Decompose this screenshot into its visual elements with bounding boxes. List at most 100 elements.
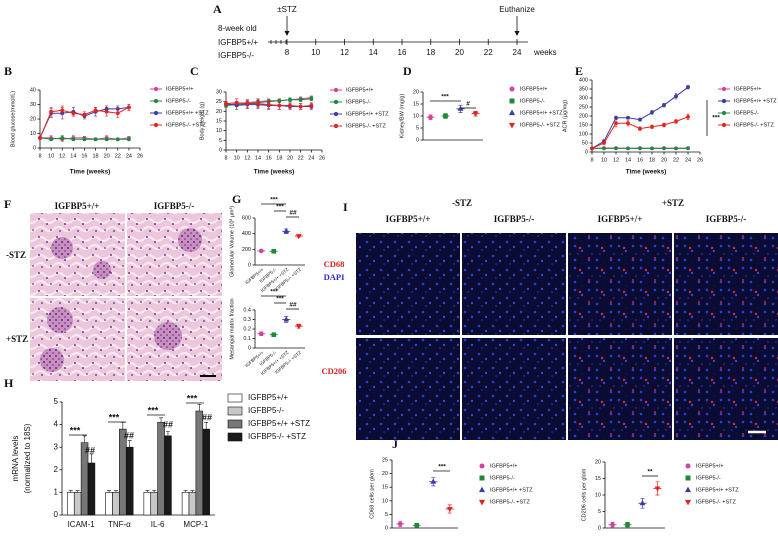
y-tick-label: 5 — [54, 397, 59, 406]
he-image — [127, 213, 222, 296]
week-label: 24 — [513, 48, 522, 57]
y-axis-label: ACR (μg/mg) — [562, 100, 568, 132]
bar — [164, 435, 172, 516]
marker — [295, 324, 302, 330]
significance-label: *** — [109, 412, 120, 422]
panel-label: F — [4, 197, 11, 211]
marker — [443, 113, 448, 119]
y-tick-label: 10 — [216, 128, 222, 134]
y-axis-label: (normalized to 18S) — [23, 423, 32, 493]
column-label: IGFBP5+/+ — [386, 214, 431, 224]
condition-label: +STZ — [662, 198, 684, 208]
error-bar — [197, 403, 202, 412]
y-tick-label: 0 — [219, 147, 222, 153]
row-label: +STZ — [6, 334, 28, 344]
error-bar — [107, 490, 112, 493]
legend-label: IGFBP5-/- +STZ — [248, 432, 306, 441]
x-tick-label: 14 — [70, 153, 76, 159]
marker — [610, 522, 615, 528]
y-tick-label: 20 — [216, 109, 222, 115]
week-label: 10 — [311, 48, 320, 57]
marker — [333, 123, 339, 129]
x-tick-label: 14 — [625, 157, 631, 163]
if-image — [356, 233, 460, 335]
marker — [283, 316, 290, 322]
significance-label: # — [466, 101, 470, 108]
error-bar — [68, 490, 73, 493]
glomerulus — [40, 348, 64, 372]
y-tick-label: 20 — [382, 471, 388, 477]
x-tick-label: 10 — [234, 155, 240, 161]
legend-swatch — [227, 406, 243, 416]
panel-label: J — [392, 437, 398, 451]
y-tick-label: 400 — [579, 77, 588, 83]
panel-label: D — [403, 64, 412, 78]
x-tick-label: 8 — [224, 155, 227, 161]
marker — [638, 117, 642, 122]
error-bar — [113, 490, 118, 493]
column-label: IGFBP5-/- — [154, 201, 195, 211]
legend-label: IGFBP5+/+ — [346, 87, 374, 93]
bar — [195, 410, 204, 516]
error-bar — [190, 490, 195, 493]
marker — [684, 486, 692, 493]
legend-swatch — [227, 432, 243, 442]
marker — [478, 499, 486, 506]
y-tick-label: 0 — [33, 145, 36, 151]
marker — [271, 248, 277, 254]
y-tick-label: 15 — [216, 118, 222, 124]
x-tick-label: 20 — [104, 153, 110, 159]
marker — [508, 109, 516, 116]
x-tick-label: 8 — [38, 153, 41, 159]
y-tick-label: 25 — [382, 457, 388, 463]
cohort: 8-week old — [218, 24, 257, 33]
marker — [60, 135, 65, 140]
legend-label: IGFBP5-/- — [248, 406, 284, 415]
arrow-head — [284, 31, 290, 36]
legend-label: IGFBP5+/+ +STZ — [248, 419, 310, 428]
marker — [38, 135, 42, 140]
glomerulus — [93, 261, 111, 279]
marker — [309, 103, 314, 108]
marker — [71, 137, 76, 142]
marker — [639, 500, 646, 506]
error-bar — [165, 431, 170, 436]
marker — [153, 98, 159, 104]
group: IGFBP5+/+ — [218, 38, 258, 47]
marker — [104, 109, 109, 114]
marker — [271, 332, 277, 337]
histology-images — [30, 213, 222, 381]
marker — [288, 103, 292, 108]
y-tick-label: 4 — [54, 420, 59, 429]
group: IGFBP5-/- — [218, 51, 254, 60]
marker — [662, 146, 666, 151]
marker — [49, 137, 54, 142]
y-tick-label: 300 — [579, 95, 588, 101]
panel-label: A — [213, 2, 222, 16]
x-tick-label: 16 — [81, 153, 87, 159]
x-tick-label: 20 — [661, 157, 667, 163]
marker — [49, 109, 54, 114]
condition-label: -STZ — [452, 198, 472, 208]
legend-label: IGFBP5+/+ — [734, 86, 762, 92]
marker — [277, 103, 282, 108]
y-tick-label: 20 — [30, 116, 36, 122]
fluorescence-images — [356, 233, 778, 440]
legend-label: IGFBP5-/- +STZ — [490, 499, 531, 505]
if-image — [568, 233, 672, 335]
stain-label: CD206 — [321, 366, 346, 376]
event-label: ±STZ — [277, 5, 297, 14]
marker — [414, 522, 420, 528]
legend-label: IGFBP5+/+ — [248, 393, 288, 402]
if-image — [568, 338, 672, 440]
marker — [626, 121, 630, 126]
y-tick-label: 200 — [242, 247, 251, 253]
week-label: 14 — [369, 48, 378, 57]
marker — [397, 521, 403, 527]
x-tick-label: 24 — [685, 157, 691, 163]
marker — [509, 86, 515, 92]
marker — [674, 119, 678, 124]
bar — [87, 462, 96, 516]
x-tick-label: MCP-1 — [183, 520, 208, 529]
marker — [266, 102, 271, 107]
